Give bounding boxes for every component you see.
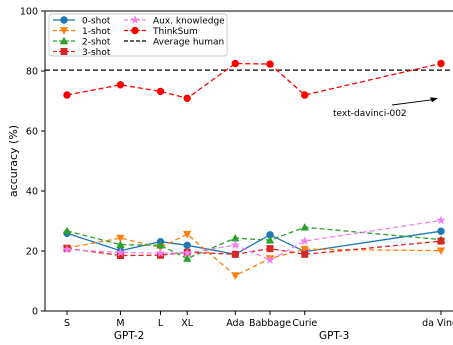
- data-point-1-shot: [300, 245, 309, 254]
- y-tick-label: 60: [26, 127, 38, 138]
- legend-label-thinksum: ThinkSum: [152, 27, 198, 37]
- legend-label-average-human: Average human: [153, 37, 224, 47]
- series-thinksum: [63, 59, 445, 103]
- data-point-1-shot: [116, 234, 125, 243]
- group-label-gpt2: GPT-2: [114, 330, 144, 341]
- series-line-3-shot: [66, 240, 442, 257]
- data-point-aux-knowledge: [182, 248, 192, 258]
- data-point-aux-knowledge: [265, 255, 275, 264]
- y-tick-label: 80: [26, 67, 38, 78]
- series-line-0-shot: [66, 230, 442, 255]
- data-point-0-shot: [437, 227, 445, 235]
- data-point-aux-knowledge: [115, 247, 126, 257]
- data-point-thinksum: [266, 60, 274, 68]
- data-point-aux-knowledge: [155, 248, 166, 258]
- data-point-aux-knowledge: [62, 244, 72, 254]
- data-point-3-shot: [301, 250, 309, 258]
- legend-label-3-shot: 3-shot: [82, 48, 111, 58]
- data-point-3-shot: [266, 245, 274, 253]
- data-point-thinksum: [301, 91, 309, 99]
- x-tick-label: Babbage: [249, 318, 291, 329]
- series-line-thinksum: [66, 62, 442, 100]
- legend-marker-aux-knowledge: [130, 15, 140, 24]
- data-point-3-shot: [231, 250, 239, 258]
- data-point-1-shot: [231, 272, 240, 280]
- legend-marker-0-shot: [60, 16, 68, 24]
- legend-label-1-shot: 1-shot: [82, 27, 111, 37]
- x-tick-label: da Vinci: [422, 318, 453, 329]
- annotation-arrow-line: [391, 99, 433, 106]
- y-tick-label: 40: [26, 187, 38, 198]
- legend-marker-1-shot: [59, 27, 69, 35]
- x-tick-label: M: [116, 318, 124, 329]
- annotation-text: text-davinci-002: [333, 109, 407, 119]
- x-tick-label: Curie: [292, 318, 317, 329]
- legend-marker-thinksum: [131, 26, 139, 35]
- x-tick-label: L: [158, 318, 164, 329]
- series-line-aux-knowledge: [66, 219, 442, 261]
- annotation-arrow-head: [430, 97, 438, 103]
- data-point-thinksum: [116, 81, 125, 89]
- y-tick-label: 100: [20, 7, 38, 18]
- series-line-2-shot: [66, 226, 442, 260]
- x-tick-label: Ada: [226, 318, 244, 329]
- data-point-0-shot: [183, 241, 191, 250]
- data-point-thinksum: [63, 91, 71, 99]
- data-point-aux-knowledge: [300, 236, 310, 246]
- data-point-1-shot: [436, 247, 446, 256]
- data-point-2-shot: [265, 235, 275, 244]
- y-axis-label: accuracy (%): [7, 125, 20, 197]
- data-point-thinksum: [231, 59, 240, 68]
- data-point-2-shot: [300, 222, 309, 231]
- series-line-1-shot: [66, 233, 442, 277]
- y-tick-label: 0: [32, 307, 38, 318]
- legend-marker-2-shot: [59, 36, 69, 45]
- data-point-thinksum: [156, 87, 165, 96]
- legend-label-0-shot: 0-shot: [82, 16, 111, 26]
- legend-label-2-shot: 2-shot: [82, 37, 111, 47]
- legend-box: [48, 13, 228, 57]
- legend-label-aux-knowledge: Aux. knowledge: [153, 16, 225, 26]
- x-tick-label: S: [64, 318, 70, 329]
- group-label-gpt3: GPT-3: [319, 330, 349, 341]
- data-point-thinksum: [437, 59, 445, 68]
- data-point-aux-knowledge: [436, 215, 446, 225]
- data-point-aux-knowledge: [230, 240, 240, 249]
- data-point-1-shot: [182, 230, 192, 239]
- data-point-thinksum: [183, 94, 191, 103]
- series-aux-knowledge: [62, 215, 446, 264]
- y-tick-label: 20: [26, 247, 38, 258]
- data-point-3-shot: [437, 237, 445, 245]
- data-point-2-shot: [182, 254, 192, 262]
- x-tick-label: XL: [181, 318, 194, 329]
- legend-marker-3-shot: [60, 48, 68, 55]
- data-point-2-shot: [62, 226, 72, 235]
